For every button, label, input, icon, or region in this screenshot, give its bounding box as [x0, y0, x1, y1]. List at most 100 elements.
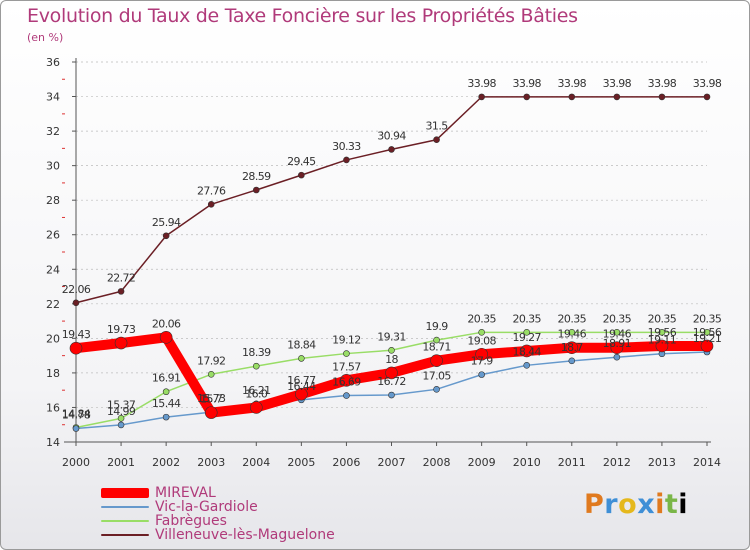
data-point-vic-la-gardiole [388, 391, 395, 399]
x-tick-label: 2010 [513, 456, 541, 469]
data-point-vic-la-gardiole [117, 421, 125, 429]
data-point-mireval [159, 331, 173, 344]
data-label-fabr-gues: 15.37 [107, 398, 136, 411]
y-tick-label: 36 [46, 56, 60, 69]
data-point-mireval [700, 339, 714, 353]
logo-letter: i [678, 489, 689, 520]
data-point-mireval [295, 387, 308, 401]
data-label-mireval: 19.56 [693, 326, 722, 339]
x-tick-label: 2009 [468, 456, 496, 469]
data-point-villeneuve-l-s-maguelone [117, 288, 125, 295]
data-label-vic-la-gardiole: 17.9 [471, 355, 494, 368]
data-label-villeneuve-l-s-maguelone: 22.06 [62, 283, 91, 296]
y-tick-label: 28 [46, 194, 60, 207]
legend-label: Vic-la-Gardiole [155, 499, 258, 515]
data-point-vic-la-gardiole [523, 362, 531, 369]
data-label-mireval: 20.06 [152, 317, 181, 330]
data-point-mireval [340, 374, 353, 387]
data-point-villeneuve-l-s-maguelone [207, 201, 215, 208]
data-point-villeneuve-l-s-maguelone [343, 156, 350, 164]
data-label-villeneuve-l-s-maguelone: 31.5 [426, 120, 449, 133]
legend-swatch-fabregues [101, 520, 149, 522]
y-tick-label: 30 [46, 160, 60, 173]
data-label-vic-la-gardiole: 18.44 [512, 345, 541, 358]
data-point-villeneuve-l-s-maguelone [568, 93, 576, 101]
data-label-mireval: 19.43 [62, 328, 91, 341]
legend-label: Villeneuve-lès-Maguelone [155, 527, 335, 543]
y-axis-unit: (en %) [27, 31, 64, 44]
data-point-fabr-gues [613, 329, 621, 336]
data-point-fabr-gues [207, 370, 215, 378]
data-point-fabr-gues [658, 329, 666, 336]
y-tick-label: 20 [46, 332, 60, 345]
data-label-vic-la-gardiole: 18.7 [561, 341, 584, 354]
data-label-villeneuve-l-s-maguelone: 28.59 [242, 170, 271, 183]
data-label-mireval: 15.7 [200, 393, 223, 406]
data-label-fabr-gues: 20.35 [648, 312, 677, 325]
y-tick-label: 32 [46, 125, 60, 138]
data-label-villeneuve-l-s-maguelone: 33.98 [603, 77, 632, 90]
logo-letter: P [584, 489, 605, 520]
data-label-villeneuve-l-s-maguelone: 33.98 [467, 77, 496, 90]
data-point-mireval [69, 341, 83, 355]
data-label-mireval: 18 [385, 353, 398, 366]
x-tick-label: 2007 [378, 456, 406, 469]
logo-letter: t [664, 489, 679, 520]
x-tick-label: 2012 [603, 456, 631, 469]
x-tick-label: 2006 [332, 456, 360, 469]
data-point-vic-la-gardiole [72, 425, 80, 432]
y-tick-label: 24 [46, 263, 60, 276]
y-tick-label: 18 [46, 367, 60, 380]
x-tick-label: 2003 [197, 456, 225, 469]
data-point-fabr-gues [478, 329, 485, 336]
data-label-villeneuve-l-s-maguelone: 30.33 [332, 140, 361, 153]
data-point-mireval [430, 354, 443, 367]
data-label-vic-la-gardiole: 15.44 [152, 397, 181, 410]
logo-letter: r [604, 489, 619, 520]
x-tick-label: 2014 [693, 456, 721, 469]
data-label-vic-la-gardiole: 15.73 [197, 392, 226, 405]
x-tick-label: 2005 [287, 456, 315, 469]
data-point-mireval [655, 339, 669, 353]
y-tick-label: 14 [46, 436, 60, 449]
data-point-vic-la-gardiole [162, 413, 170, 421]
data-point-villeneuve-l-s-maguelone [658, 93, 666, 101]
data-label-fabr-gues: 17.92 [197, 354, 226, 367]
legend-swatch-mireval [101, 488, 149, 498]
data-point-mireval [610, 341, 624, 354]
x-tick-label: 2002 [152, 456, 180, 469]
data-label-vic-la-gardiole: 19.21 [693, 332, 722, 345]
data-point-mireval [565, 341, 579, 354]
data-point-fabr-gues [523, 329, 531, 336]
legend-label: MIREVAL [155, 485, 216, 501]
data-label-vic-la-gardiole: 14.78 [62, 409, 91, 422]
data-label-villeneuve-l-s-maguelone: 33.98 [558, 77, 587, 90]
data-point-villeneuve-l-s-maguelone [523, 93, 531, 101]
data-label-fabr-gues: 20.35 [603, 312, 632, 325]
data-point-villeneuve-l-s-maguelone [298, 171, 305, 179]
data-label-villeneuve-l-s-maguelone: 22.72 [107, 271, 136, 284]
data-label-vic-la-gardiole: 14.99 [107, 405, 136, 418]
data-label-vic-la-gardiole: 16.21 [242, 384, 271, 397]
legend-item-mireval: MIREVAL [101, 486, 335, 500]
data-label-fabr-gues: 20.35 [558, 312, 587, 325]
data-label-villeneuve-l-s-maguelone: 33.98 [648, 77, 677, 90]
legend-swatch-villeneuve [101, 534, 149, 536]
data-label-fabr-gues: 20.35 [512, 312, 541, 325]
data-label-villeneuve-l-s-maguelone: 30.94 [377, 129, 406, 142]
proxiti-logo: Proxiti [584, 489, 688, 520]
x-tick-label: 2013 [648, 456, 676, 469]
data-point-fabr-gues [433, 336, 440, 344]
data-label-mireval: 19.46 [558, 328, 587, 341]
data-label-villeneuve-l-s-maguelone: 27.76 [197, 184, 226, 197]
legend-item-villeneuve: Villeneuve-lès-Maguelone [101, 528, 335, 542]
data-label-fabr-gues: 19.12 [332, 334, 361, 347]
data-point-fabr-gues [568, 329, 576, 336]
data-label-villeneuve-l-s-maguelone: 29.45 [287, 155, 316, 168]
data-point-vic-la-gardiole [343, 392, 350, 399]
data-point-vic-la-gardiole [613, 353, 621, 361]
data-point-vic-la-gardiole [433, 386, 440, 393]
data-point-villeneuve-l-s-maguelone [162, 232, 170, 240]
data-label-fabr-gues: 20.35 [467, 312, 496, 325]
